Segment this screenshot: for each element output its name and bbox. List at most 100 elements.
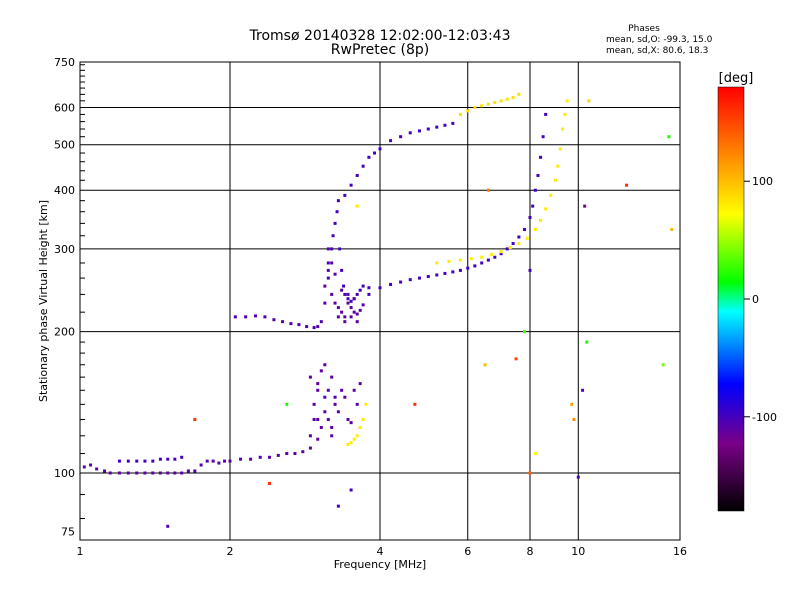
data-point bbox=[358, 308, 362, 312]
x-tick-label: 4 bbox=[377, 545, 384, 558]
data-point bbox=[258, 455, 262, 459]
data-point bbox=[511, 96, 515, 100]
data-point bbox=[338, 247, 342, 251]
data-point bbox=[330, 292, 334, 296]
data-point bbox=[408, 278, 412, 282]
stats-line-o: mean, sd,O: -99.3, 15.0 bbox=[606, 35, 713, 45]
data-point bbox=[408, 131, 412, 135]
y-tick-label: 100 bbox=[54, 467, 75, 480]
data-point bbox=[533, 188, 537, 192]
data-point bbox=[346, 442, 350, 446]
data-point bbox=[565, 99, 569, 103]
data-point bbox=[352, 310, 356, 314]
data-point bbox=[316, 417, 320, 421]
data-point bbox=[352, 437, 356, 441]
data-point bbox=[319, 369, 323, 373]
data-point bbox=[336, 315, 340, 319]
data-point bbox=[361, 417, 365, 421]
data-point bbox=[330, 434, 334, 438]
data-point bbox=[217, 461, 221, 465]
data-point bbox=[316, 437, 320, 441]
data-point bbox=[499, 99, 503, 103]
data-point bbox=[108, 471, 112, 475]
data-point bbox=[426, 127, 430, 131]
data-point bbox=[336, 410, 340, 414]
data-point bbox=[117, 459, 121, 463]
data-point bbox=[361, 164, 365, 168]
data-point bbox=[661, 363, 665, 367]
data-point bbox=[473, 264, 477, 268]
data-point bbox=[539, 155, 543, 159]
data-point bbox=[326, 276, 330, 280]
data-point bbox=[399, 135, 403, 139]
data-point bbox=[367, 286, 371, 290]
data-point bbox=[249, 457, 253, 461]
data-point bbox=[267, 481, 271, 485]
data-point bbox=[447, 260, 451, 264]
data-point bbox=[308, 446, 312, 450]
data-point bbox=[544, 207, 548, 211]
data-point bbox=[166, 471, 170, 475]
data-point bbox=[576, 475, 580, 479]
data-point bbox=[553, 178, 557, 182]
data-point bbox=[511, 242, 515, 246]
stats-line-x: mean, sd,X: 80.6, 18.3 bbox=[606, 46, 708, 56]
data-point bbox=[561, 127, 565, 131]
x-tick-label: 2 bbox=[227, 545, 234, 558]
data-point bbox=[331, 234, 335, 238]
data-point bbox=[378, 147, 382, 151]
data-point bbox=[340, 268, 344, 272]
data-point bbox=[346, 292, 350, 296]
data-point bbox=[486, 102, 490, 106]
colorbar-tick-label: -100 bbox=[752, 411, 777, 424]
data-point bbox=[336, 199, 340, 203]
data-point bbox=[340, 388, 344, 392]
data-point bbox=[417, 129, 421, 133]
data-point bbox=[352, 388, 356, 392]
data-point bbox=[349, 441, 353, 445]
data-point bbox=[570, 402, 574, 406]
data-point bbox=[364, 402, 368, 406]
data-point bbox=[458, 268, 462, 272]
data-point bbox=[443, 271, 447, 275]
data-point bbox=[378, 286, 382, 290]
data-point bbox=[151, 459, 155, 463]
data-point bbox=[508, 246, 512, 250]
data-point bbox=[343, 292, 347, 296]
data-point bbox=[358, 288, 362, 292]
data-point bbox=[82, 465, 86, 469]
y-tick-label: 300 bbox=[54, 243, 75, 256]
data-point bbox=[323, 410, 327, 414]
data-point bbox=[158, 471, 162, 475]
x-axis-label: Frequency [MHz] bbox=[334, 558, 426, 571]
data-point bbox=[158, 457, 162, 461]
data-point bbox=[426, 275, 430, 279]
data-point bbox=[312, 326, 316, 330]
data-point bbox=[319, 425, 323, 429]
data-point bbox=[326, 268, 330, 272]
y-tick-label: 500 bbox=[54, 139, 75, 152]
data-point bbox=[180, 455, 184, 459]
data-point bbox=[199, 463, 203, 467]
data-point bbox=[367, 292, 371, 296]
data-point bbox=[355, 434, 359, 438]
data-point bbox=[480, 104, 484, 108]
data-point bbox=[312, 417, 316, 421]
data-point bbox=[469, 257, 473, 261]
data-point bbox=[499, 252, 503, 256]
data-point bbox=[267, 455, 271, 459]
data-point bbox=[193, 469, 197, 473]
data-point bbox=[211, 459, 215, 463]
data-points bbox=[82, 92, 674, 528]
data-point bbox=[193, 417, 197, 421]
data-point bbox=[239, 457, 243, 461]
data-point bbox=[343, 193, 347, 197]
x-tick-label: 8 bbox=[527, 545, 534, 558]
data-point bbox=[480, 261, 484, 265]
data-point bbox=[330, 425, 334, 429]
data-point bbox=[330, 247, 334, 251]
data-point bbox=[166, 457, 170, 461]
data-point bbox=[293, 452, 297, 456]
data-point bbox=[349, 183, 353, 187]
